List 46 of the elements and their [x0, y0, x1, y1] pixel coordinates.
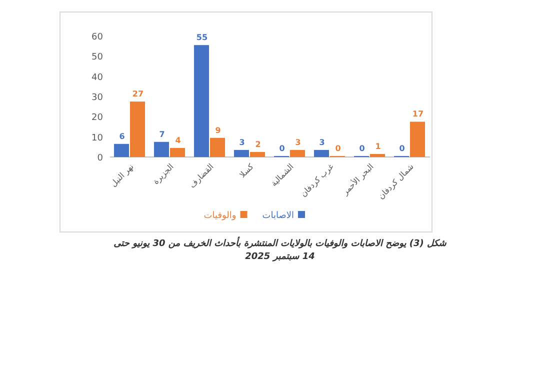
y-tick-label: 0	[97, 154, 104, 164]
x-tick-label: شمال كردفان	[376, 162, 416, 201]
data-label: 17	[412, 110, 424, 119]
data-label: 3	[295, 138, 301, 147]
bar	[250, 152, 265, 157]
y-tick-label: 30	[92, 93, 104, 103]
bar	[370, 154, 385, 157]
x-tick-label: القضارف	[188, 162, 216, 190]
data-label: 27	[132, 90, 144, 99]
text: شكل (3) يوضح الاصابات والوفيات بالولايات المنتشرة بأحداث الخريف من 30 يونيو حتى 14 سبتمبر 2025	[112, 238, 448, 264]
bar	[114, 144, 129, 157]
x-tick-label: البحر الأحمر	[339, 161, 376, 198]
data-label: 9	[215, 126, 222, 135]
data-label: 55	[196, 33, 208, 42]
y-tick-label: 40	[92, 72, 104, 83]
x-tick-label: غرب كردفان	[298, 162, 336, 199]
bar	[210, 138, 225, 157]
data-label: 3	[239, 138, 245, 147]
bar	[234, 150, 249, 157]
bar	[130, 102, 145, 157]
legend-label: الاصابات	[262, 211, 294, 221]
bar	[170, 148, 185, 157]
data-label: 6	[119, 132, 126, 141]
y-tick-label: 20	[92, 113, 104, 124]
legend-label: والوفيات	[204, 211, 236, 221]
data-label: 0	[359, 144, 366, 153]
data-label: 1	[375, 142, 382, 151]
data-label: 0	[279, 144, 286, 153]
y-tick-label: 50	[92, 52, 104, 63]
data-label: 2	[255, 140, 261, 149]
x-tick-label: الجزيرة	[151, 162, 176, 186]
bar	[314, 150, 329, 157]
y-tick-label: 60	[92, 32, 104, 42]
y-tick-label: 10	[92, 133, 104, 144]
data-label: 3	[319, 138, 325, 147]
x-tick-label: كسلا	[238, 162, 256, 180]
data-label: 0	[335, 144, 342, 153]
bar	[154, 142, 169, 157]
bar	[290, 150, 305, 157]
bar	[410, 122, 425, 157]
bar	[194, 45, 209, 157]
x-tick-label: نهر النيل	[108, 162, 136, 189]
data-label: 7	[159, 130, 165, 139]
data-label: 4	[175, 136, 182, 145]
x-tick-label: الشمالية	[269, 162, 296, 188]
data-label: 0	[399, 144, 406, 153]
